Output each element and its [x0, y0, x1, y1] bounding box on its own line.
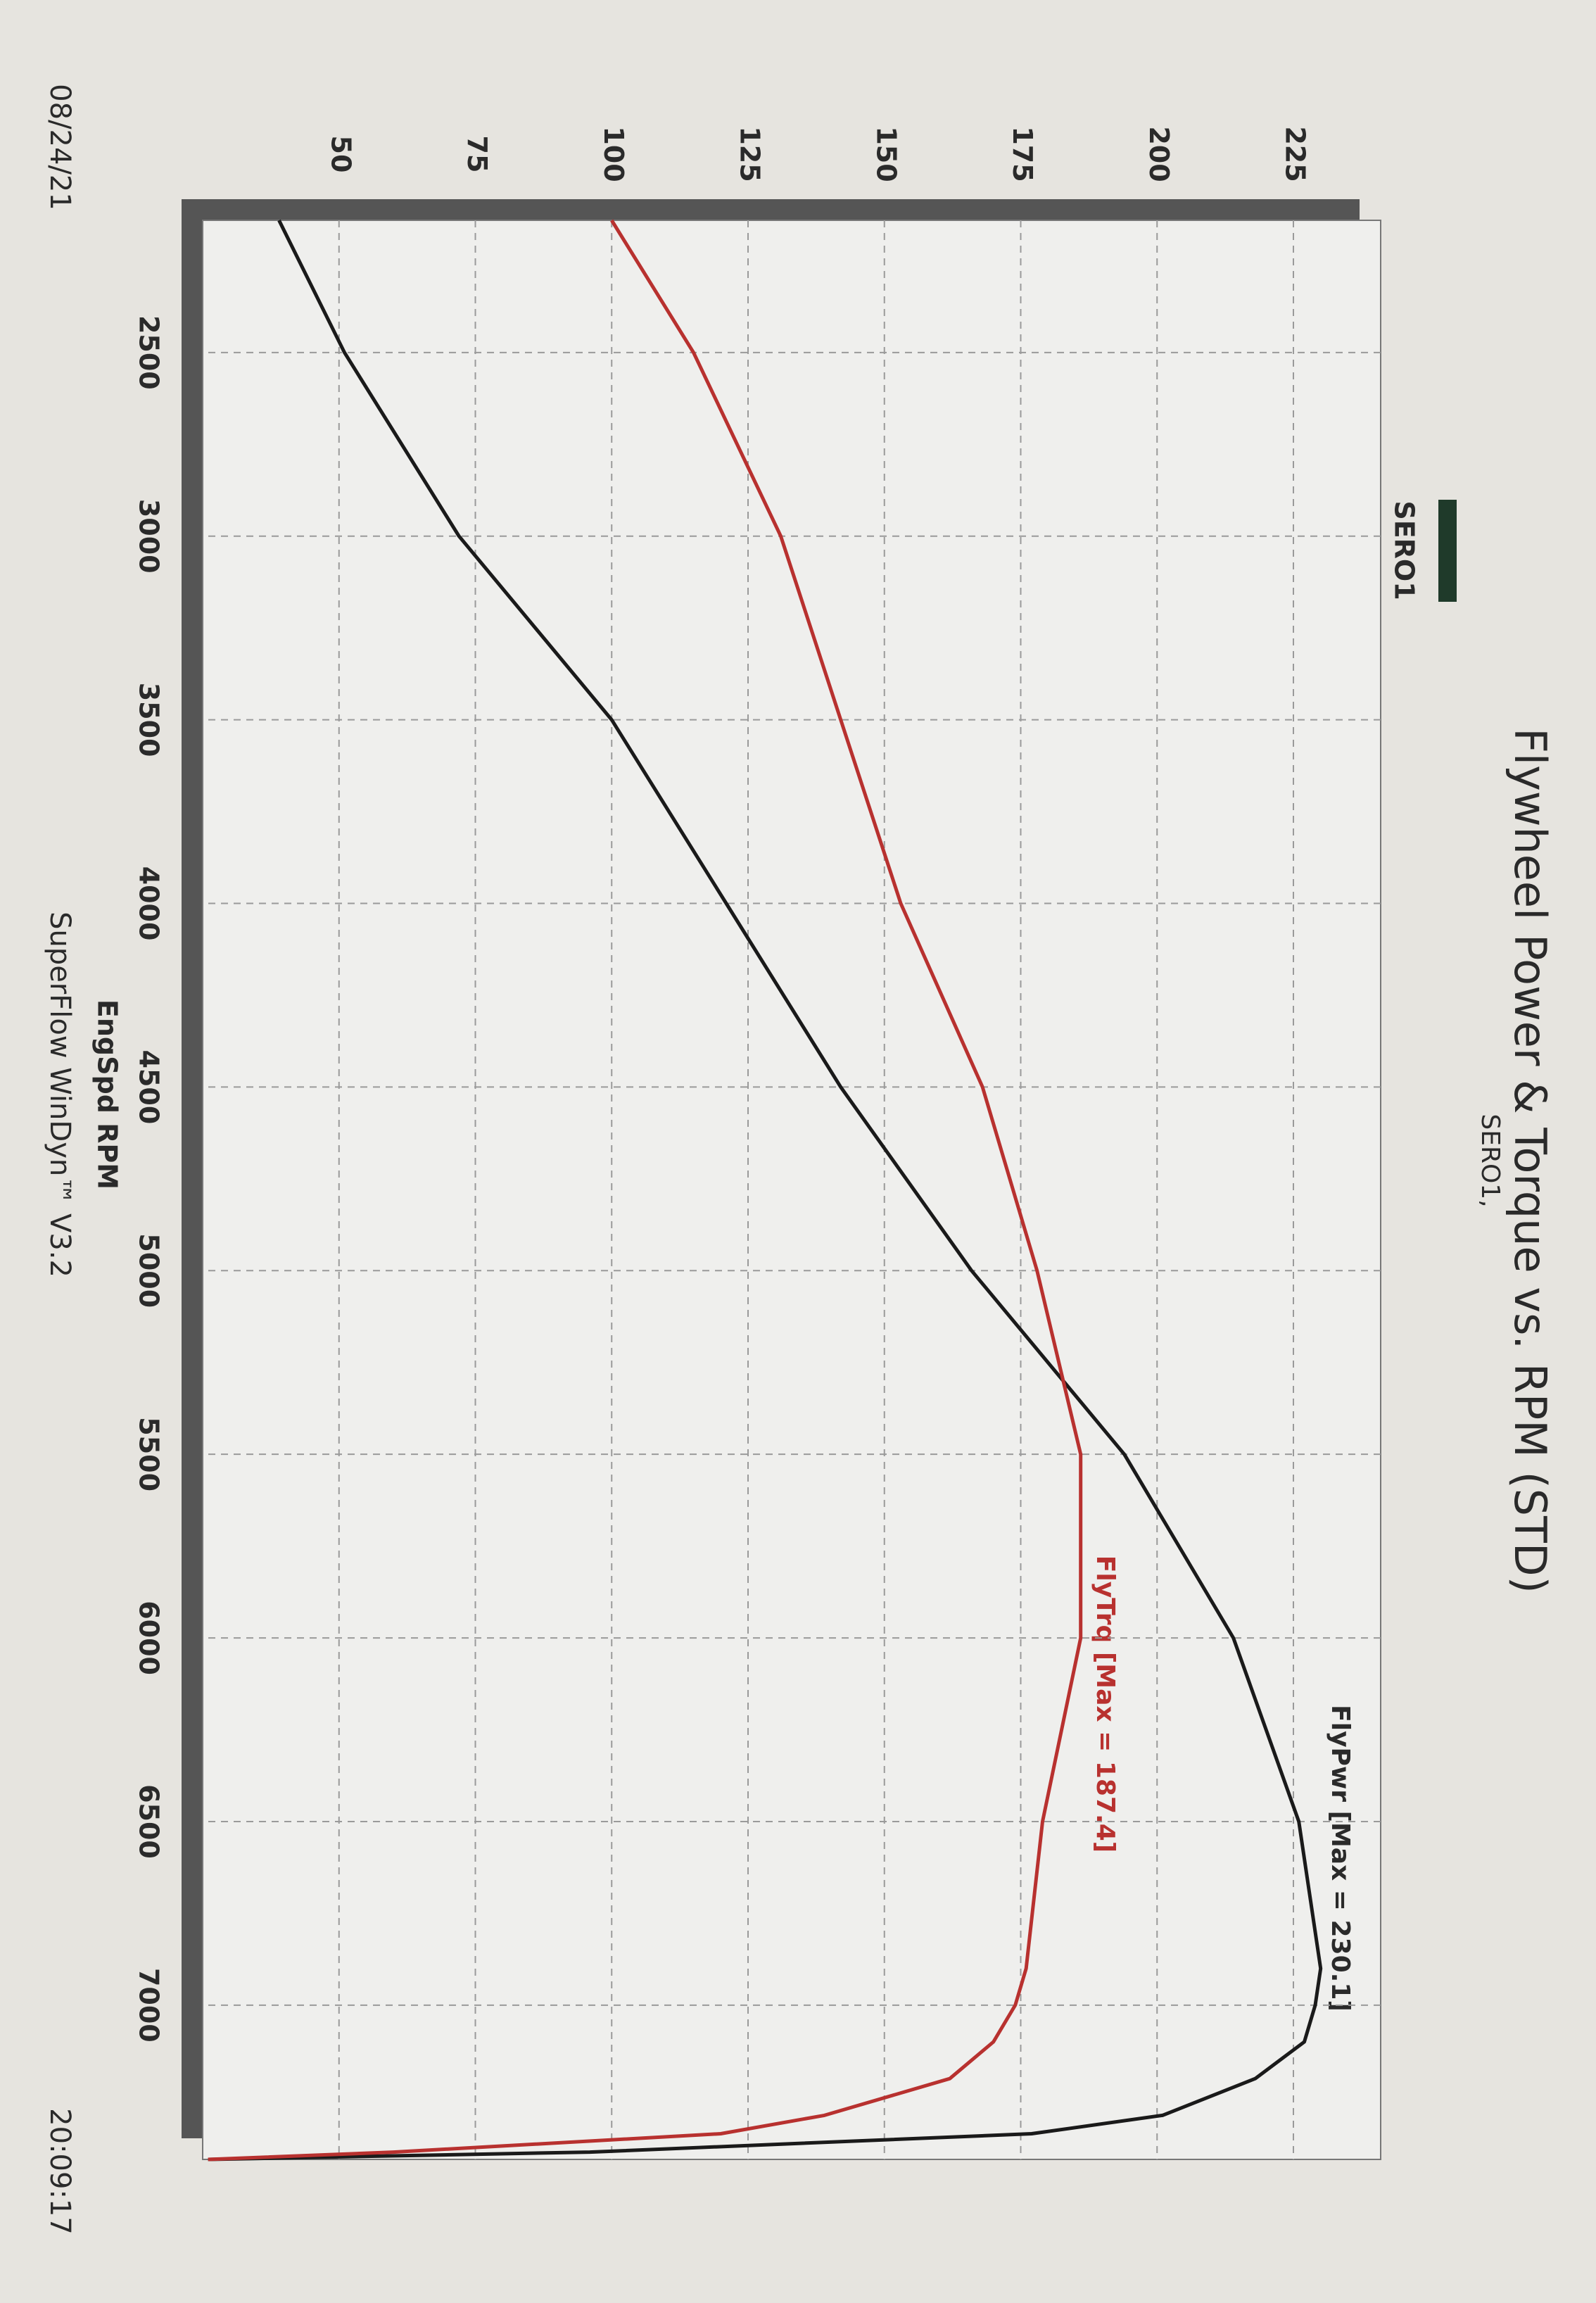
series-line: [208, 219, 1083, 2162]
y-tick-label: 225: [1280, 126, 1311, 182]
x-tick-label: 3000: [134, 499, 165, 574]
x-tick-label: 6500: [134, 1784, 165, 1859]
plot-area: [202, 220, 1381, 2160]
torque-annotation: FlyTrq [Max = 187.4]: [1091, 1556, 1120, 1853]
rotated-chart: Flywheel Power & Torque vs. RPM (STD) SE…: [44, 84, 1556, 2235]
legend-label: SERO1: [1389, 500, 1420, 600]
power-annotation: FlyPwr [Max = 230.1]: [1326, 1705, 1355, 2012]
y-tick-label: 200: [1144, 126, 1174, 182]
x-tick-label: 2500: [134, 315, 165, 390]
chart-subtitle: SERO1,: [1476, 1113, 1505, 1207]
y-tick-label: 100: [598, 126, 629, 182]
x-tick-label: 5500: [134, 1417, 165, 1491]
date: 08/24/21: [44, 84, 76, 210]
y-tick-label: 150: [870, 126, 901, 182]
x-axis-label: EngSpd RPM: [92, 999, 123, 1190]
series-line: [208, 219, 1323, 2162]
legend-swatch: [1438, 500, 1457, 602]
x-tick-label: 5000: [134, 1233, 165, 1308]
y-tick-label: 75: [462, 136, 493, 173]
footer: SuperFlow WinDyn™ V3.2: [44, 911, 76, 1277]
x-tick-label: 4500: [134, 1050, 165, 1125]
y-tick-label: 125: [735, 126, 766, 182]
y-tick-label: 175: [1007, 126, 1038, 182]
x-tick-label: 6000: [134, 1601, 165, 1675]
x-tick-label: 3500: [134, 683, 165, 757]
x-tick-label: 7000: [134, 1968, 165, 2043]
y-tick-label: 50: [325, 136, 356, 173]
chart-title: Flywheel Power & Torque vs. RPM (STD): [1505, 728, 1556, 1594]
x-tick-label: 4000: [134, 866, 165, 941]
time: 20:09:17: [44, 2108, 76, 2235]
